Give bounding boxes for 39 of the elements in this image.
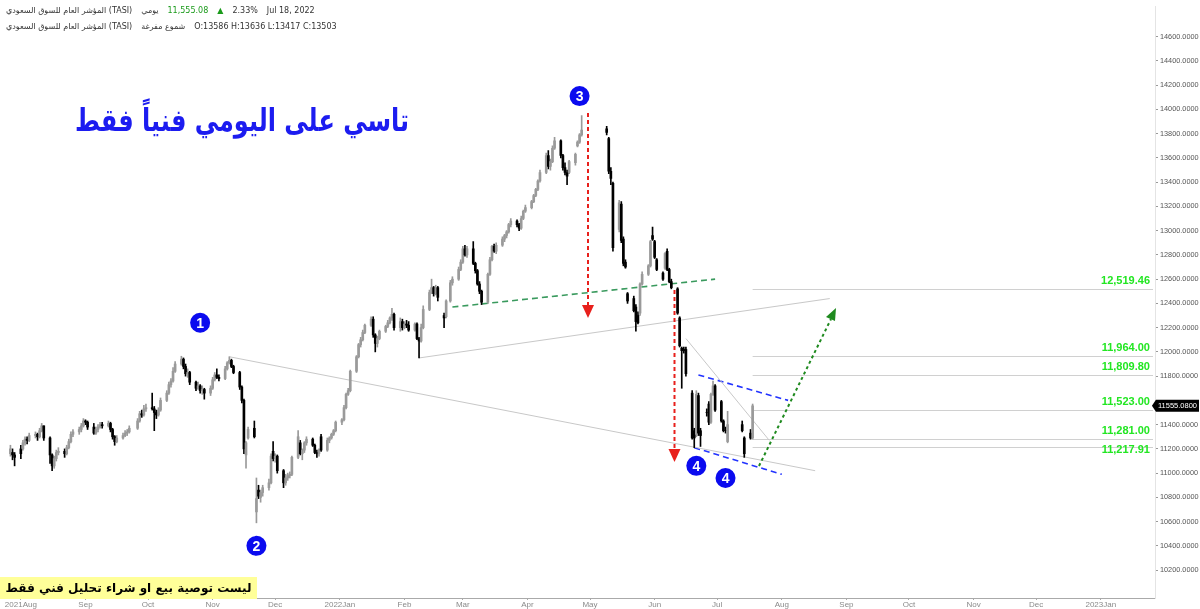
x-tick-label: May <box>582 600 598 609</box>
annotation: 11,555.08 <box>167 5 209 15</box>
annotation: المؤشر العام للسوق السعودي (TASI) <box>6 21 133 31</box>
x-tick-label: 2023Jan <box>1085 600 1117 609</box>
x-tick-label: Feb <box>397 600 412 609</box>
annotation: 3 <box>575 87 584 104</box>
x-tick-label: 2021Aug <box>4 600 37 609</box>
annotation: 2.33% <box>232 5 258 15</box>
x-tick-label: Jun <box>648 600 662 609</box>
x-tick-label: Nov <box>966 600 981 609</box>
annotation: 4 <box>692 457 701 474</box>
x-tick-label: Sep <box>78 600 94 609</box>
chart-subtitle: المؤشر العام للسوق السعودي (TASI) <box>6 5 133 15</box>
x-tick-label: Dec <box>1029 600 1044 609</box>
x-tick-label: Aug <box>774 600 789 609</box>
annotation: 1 <box>196 314 205 331</box>
annotation: 4 <box>721 469 730 486</box>
ref-line-label: 11,809.80 <box>1101 360 1150 373</box>
x-tick-label: Mar <box>455 600 471 609</box>
x-tick-label: 2022Jan <box>324 600 356 609</box>
ref-line-label: 12,519.46 <box>1101 273 1150 286</box>
x-tick-label: Apr <box>521 600 535 609</box>
ref-line-label: 11,523.00 <box>1101 394 1150 407</box>
x-tick-label: Oct <box>141 600 156 609</box>
x-tick-label: Jul <box>712 600 723 609</box>
annotation: ليست توصية بيع او شراء تحليل فني فقط <box>0 577 257 599</box>
x-tick-label: Nov <box>205 600 220 609</box>
x-tick-label: Sep <box>839 600 855 609</box>
annotation: يومي <box>141 5 159 15</box>
annotation: 2 <box>252 537 261 554</box>
ref-line-label: 11,217.91 <box>1101 443 1150 456</box>
ref-line-label: 11,281.00 <box>1101 424 1150 437</box>
annotation: O:13586 H:13636 L:13417 C:13503 <box>194 21 337 31</box>
annotation: ▲ <box>217 5 224 15</box>
x-tick-label: Oct <box>902 600 916 609</box>
x-tick-label: Dec <box>268 600 283 609</box>
annotation: Jul 18, 2022 <box>266 5 315 15</box>
ref-line-label: 11,964.00 <box>1101 341 1150 354</box>
annotation: شموع مفرغة <box>141 21 186 31</box>
